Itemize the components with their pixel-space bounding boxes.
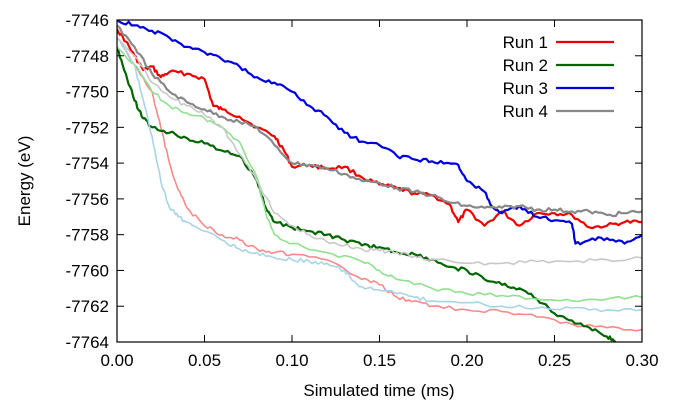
y-tick-label: -7764 (66, 333, 109, 352)
series-line-run-2 (117, 46, 617, 342)
y-axis-title: Energy (eV) (15, 136, 34, 227)
y-tick-label: -7762 (66, 297, 109, 316)
series-layer (117, 20, 642, 342)
legend: Run 1 Run 2 Run 3 Run 4 (503, 33, 614, 121)
y-tick-label: -7752 (66, 118, 109, 137)
series-line-trace-1 (117, 37, 642, 332)
y-tick-label: -7756 (66, 190, 109, 209)
y-tick-label: -7746 (66, 11, 109, 30)
legend-label: Run 3 (503, 79, 548, 98)
x-axis-title: Simulated time (ms) (303, 381, 454, 400)
x-tick-label: 0.30 (625, 351, 658, 370)
x-axis-ticks: 0.00 0.05 0.10 0.15 0.20 0.25 0.30 (100, 20, 659, 370)
x-tick-label: 0.05 (188, 351, 221, 370)
y-tick-label: -7754 (66, 154, 109, 173)
y-axis-ticks: -7746 -7748 -7750 -7752 -7754 -7756 -7758 -7760… (66, 11, 642, 352)
legend-label: Run 2 (503, 56, 548, 75)
y-tick-label: -7760 (66, 261, 109, 280)
x-tick-label: 0.10 (275, 351, 308, 370)
x-tick-label: 0.15 (363, 351, 396, 370)
series-line-trace-7 (117, 37, 642, 266)
x-tick-label: 0.20 (450, 351, 483, 370)
y-tick-label: -7758 (66, 226, 109, 245)
y-tick-label: -7748 (66, 47, 109, 66)
y-tick-label: -7750 (66, 83, 109, 102)
series-line-run-3 (117, 20, 642, 246)
legend-label: Run 4 (503, 102, 548, 121)
series-line-run-4 (117, 24, 642, 218)
series-line-run-1 (117, 28, 642, 230)
x-tick-label: 0.00 (100, 351, 133, 370)
plot-frame (116, 19, 643, 343)
series-line-trace-5 (117, 37, 642, 313)
series-line-trace-3 (117, 46, 642, 303)
x-tick-label: 0.25 (538, 351, 571, 370)
legend-label: Run 1 (503, 33, 548, 52)
